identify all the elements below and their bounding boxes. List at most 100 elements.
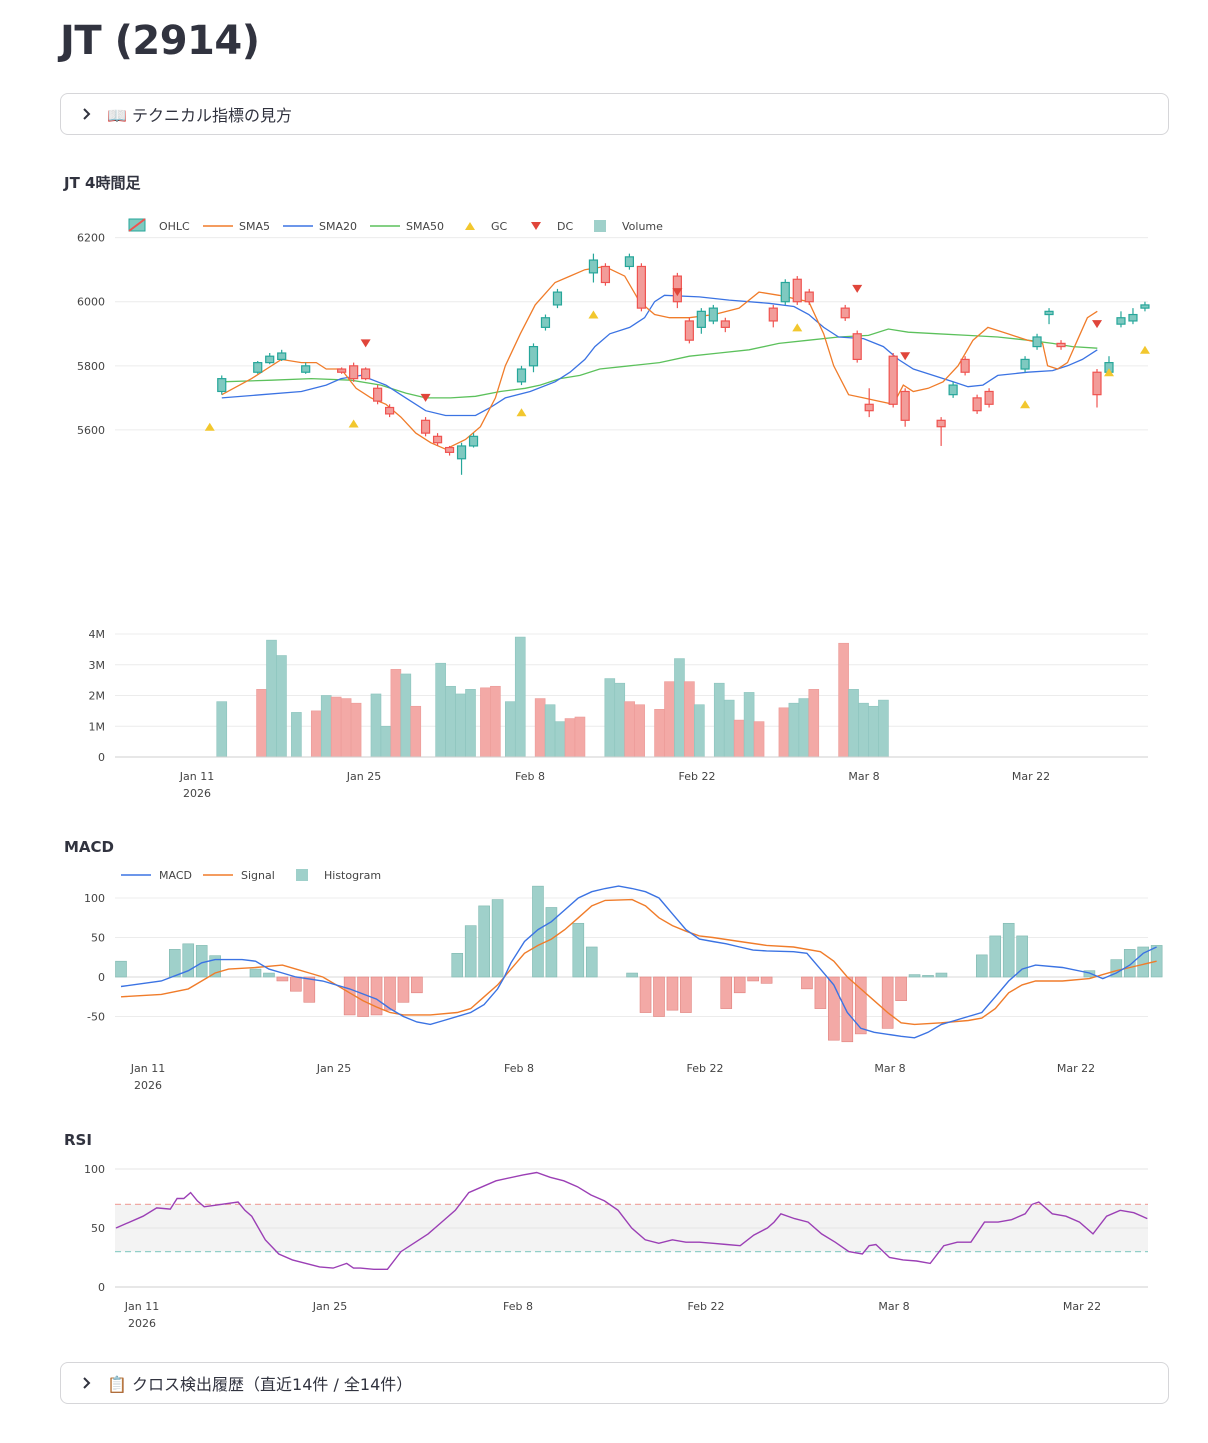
- histogram-bar: [370, 976, 383, 1016]
- histogram-bar: [922, 975, 934, 978]
- histogram-bar: [935, 972, 948, 978]
- macd-chart: -50 0 50 100 MACD Signal Histogram Jan 11 Jan 25…: [84, 869, 1163, 1092]
- histogram-bar: [451, 952, 464, 978]
- candle-body: [1116, 317, 1126, 325]
- macd-x-tick: Mar 22: [1057, 1062, 1095, 1075]
- dc-marker: [420, 393, 431, 402]
- candle-body: [900, 390, 910, 421]
- histogram-bar: [182, 943, 195, 978]
- macd-x-year: 2026: [134, 1079, 162, 1092]
- legend-label: Volume: [622, 220, 663, 233]
- histogram-bar: [115, 960, 127, 978]
- histogram-bar: [1016, 935, 1028, 978]
- histogram-bar: [303, 976, 316, 1003]
- candle-body: [1092, 371, 1102, 396]
- candle-body: [456, 445, 467, 460]
- volume-y-tick: 3M: [89, 659, 106, 672]
- rsi-x-tick: Mar 8: [878, 1300, 909, 1313]
- candle-body: [696, 310, 706, 328]
- histogram-bar: [249, 968, 262, 978]
- macd-x-tick: Feb 8: [504, 1062, 534, 1075]
- candle-body: [265, 355, 275, 364]
- dc-marker: [672, 288, 683, 297]
- price-chart-title: JT 4時間足: [64, 174, 141, 192]
- guide-expander[interactable]: 📖 テクニカル指標の見方: [60, 93, 1169, 135]
- candle-body: [864, 403, 874, 412]
- price-x-tick: Mar 8: [848, 770, 879, 783]
- legend-label: SMA50: [406, 220, 444, 233]
- histogram-bar: [585, 946, 598, 978]
- legend-gc-swatch: [465, 222, 475, 230]
- macd-x-tick: Jan 25: [316, 1062, 351, 1075]
- candle-body: [1032, 336, 1042, 348]
- macd-y-tick: 50: [91, 932, 105, 945]
- legend-label: OHLC: [159, 220, 190, 233]
- candle-body: [720, 320, 730, 328]
- legend-dc-swatch: [531, 222, 541, 230]
- legend-histogram-swatch: [296, 869, 308, 881]
- macd-x-tick: Feb 22: [687, 1062, 724, 1075]
- rsi-x-tick: Feb 22: [688, 1300, 725, 1313]
- gc-marker: [348, 419, 359, 428]
- volume-y-tick: 0: [98, 751, 105, 764]
- candle-body: [1056, 342, 1066, 348]
- chevron-right-icon: [83, 108, 91, 120]
- candle-body: [1044, 310, 1054, 316]
- volume-y-tick: 4M: [89, 628, 106, 641]
- history-expander-label: 📋 クロス検出履歴（直近14件 / 全14件）: [107, 1375, 413, 1394]
- candle-body: [780, 281, 790, 303]
- legend-ohlc-swatch-line: [128, 218, 146, 232]
- histogram-bar: [828, 976, 840, 1041]
- histogram-bar: [464, 925, 477, 978]
- histogram-bar: [975, 954, 988, 978]
- candle-body: [948, 384, 958, 396]
- histogram-bar: [1137, 946, 1149, 978]
- histogram-bar: [1002, 922, 1015, 978]
- macd-y-tick: -50: [87, 1011, 105, 1024]
- histogram-bar: [653, 976, 665, 1017]
- sma50-line: [221, 328, 1098, 399]
- histogram-bar: [169, 949, 181, 978]
- rsi-chart-title: RSI: [64, 1131, 92, 1149]
- candle-body: [840, 307, 850, 319]
- histogram-bar: [814, 976, 827, 1009]
- candle-body: [624, 256, 635, 268]
- candle-body: [588, 259, 599, 274]
- candle-body: [349, 365, 359, 380]
- gc-marker: [588, 310, 599, 319]
- gc-marker: [1139, 345, 1150, 354]
- candle-body: [684, 320, 694, 341]
- candle-body: [385, 406, 395, 415]
- rsi-x-tick: Jan 25: [312, 1300, 347, 1313]
- macd-y-tick: 0: [98, 971, 105, 984]
- candle-body: [540, 317, 551, 328]
- histogram-bar: [384, 976, 396, 1011]
- macd-x-tick: Mar 8: [874, 1062, 905, 1075]
- histogram-bar: [989, 935, 1002, 978]
- gc-marker: [516, 408, 527, 417]
- candle-body: [516, 368, 527, 383]
- histogram-bar: [532, 885, 544, 978]
- histogram-bar: [639, 976, 652, 1013]
- histogram-bar: [760, 976, 773, 984]
- history-expander[interactable]: 📋 クロス検出履歴（直近14件 / 全14件）: [60, 1362, 1169, 1404]
- candle-body: [636, 265, 646, 309]
- histogram-bar: [801, 976, 813, 990]
- candle-body: [301, 365, 311, 373]
- candle-body: [432, 435, 443, 444]
- rsi-x-tick: Jan 11: [124, 1300, 159, 1313]
- histogram-bar: [881, 976, 894, 1029]
- macd-x-tick: Jan 11: [130, 1062, 165, 1075]
- price-y-tick: 5800: [77, 360, 105, 373]
- dc-marker: [1092, 320, 1103, 329]
- legend-label: Signal: [241, 869, 275, 882]
- histogram-bar: [397, 976, 410, 1003]
- candle-body: [1128, 313, 1138, 322]
- price-y-tick: 6000: [77, 296, 105, 309]
- rsi-y-tick: 50: [91, 1222, 105, 1235]
- candle-body: [277, 352, 287, 361]
- histogram-bar: [908, 974, 921, 978]
- legend-label: GC: [491, 220, 508, 233]
- rsi-x-tick: Feb 8: [503, 1300, 533, 1313]
- histogram-bar: [478, 905, 490, 978]
